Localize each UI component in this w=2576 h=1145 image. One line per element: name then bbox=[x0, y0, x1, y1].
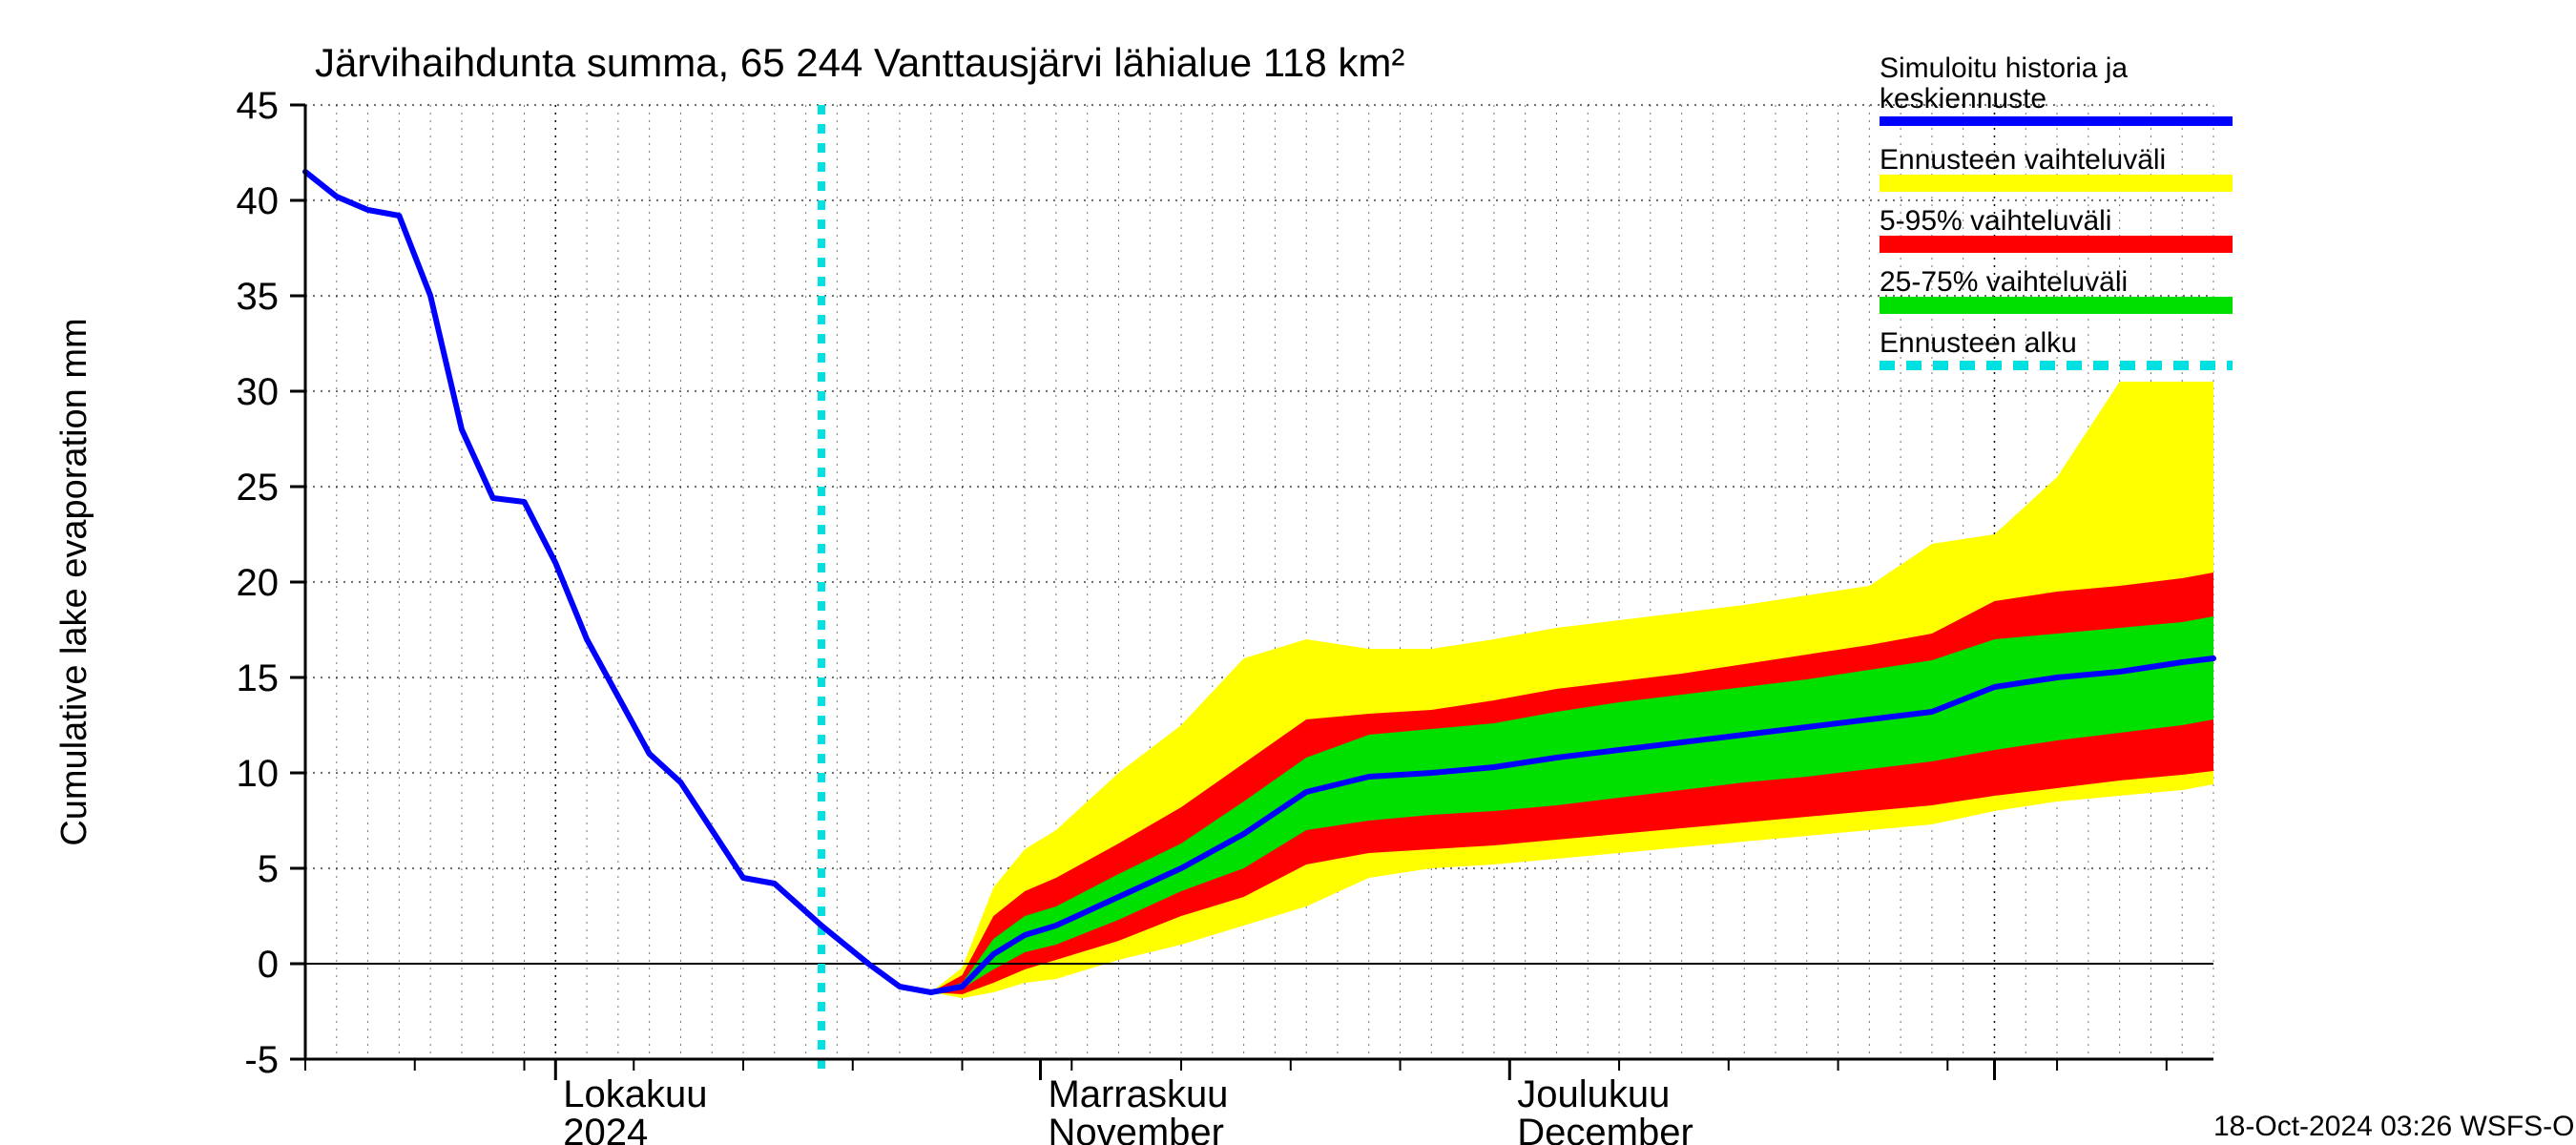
x-month-label: Marraskuu bbox=[1048, 1073, 1228, 1115]
legend-label: Ennusteen vaihteluväli bbox=[1880, 144, 2166, 176]
y-tick-label: 20 bbox=[237, 562, 280, 604]
y-tick-label: 30 bbox=[237, 371, 280, 413]
chart-container: -5 0 5 10 15 20 25 30 35 40 45 Lokakuu2024 Marraskuu… bbox=[0, 0, 2576, 1145]
legend-label: keskiennuste bbox=[1880, 83, 2046, 114]
y-tick-label: 10 bbox=[237, 753, 280, 795]
legend-label: Ennusteen alku bbox=[1880, 327, 2077, 359]
y-tick-label: 0 bbox=[258, 944, 279, 986]
legend-swatch bbox=[1880, 236, 2233, 253]
x-month-sublabel: 2024 bbox=[563, 1112, 648, 1145]
y-tick-label: 15 bbox=[237, 657, 280, 699]
y-tick-label: 35 bbox=[237, 276, 280, 318]
legend-swatch bbox=[1880, 175, 2233, 192]
y-tick-label: -5 bbox=[244, 1039, 279, 1081]
x-month-sublabel: December bbox=[1517, 1112, 1693, 1145]
chart-title: Järvihaihdunta summa, 65 244 Vanttausjär… bbox=[315, 40, 1404, 85]
footer-timestamp: 18-Oct-2024 03:26 WSFS-O bbox=[2213, 1111, 2575, 1142]
legend-swatch bbox=[1880, 297, 2233, 314]
legend-label: Simuloitu historia ja bbox=[1880, 52, 2128, 84]
x-month-label: Joulukuu bbox=[1517, 1073, 1670, 1115]
y-axis-label: Cumulative lake evaporation mm bbox=[54, 318, 94, 845]
legend-label: 5-95% vaihteluväli bbox=[1880, 205, 2111, 237]
legend-label: 25-75% vaihteluväli bbox=[1880, 266, 2128, 298]
chart-svg: -5 0 5 10 15 20 25 30 35 40 45 Lokakuu2024 Marraskuu… bbox=[0, 0, 2576, 1145]
y-tick-label: 25 bbox=[237, 467, 280, 509]
y-tick-label: 40 bbox=[237, 180, 280, 222]
y-tick-label: 45 bbox=[237, 85, 280, 127]
y-tick-label: 5 bbox=[258, 848, 279, 890]
x-month-label: Lokakuu bbox=[563, 1073, 707, 1115]
x-month-sublabel: November bbox=[1048, 1112, 1224, 1145]
